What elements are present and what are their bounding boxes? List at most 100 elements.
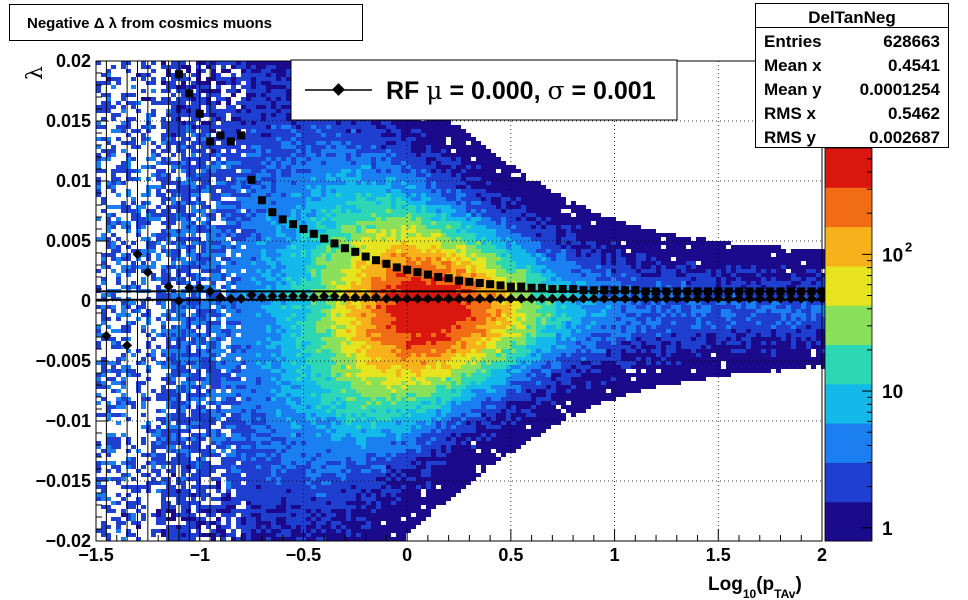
heatmap-cell [336, 301, 341, 305]
heatmap-cell [231, 477, 236, 481]
heatmap-cell [286, 157, 291, 161]
heatmap-cell [331, 145, 336, 149]
heatmap-cell [286, 161, 291, 165]
heatmap-cell [196, 493, 201, 497]
heatmap-cell [351, 197, 356, 201]
heatmap-cell [316, 121, 321, 125]
heatmap-cell [336, 457, 341, 461]
heatmap-cell [221, 233, 226, 237]
heatmap-cell [206, 369, 211, 373]
heatmap-cell [266, 117, 271, 121]
heatmap-cell [116, 401, 121, 405]
heatmap-cell [191, 381, 196, 385]
heatmap-cell [261, 349, 266, 353]
heatmap-cell [196, 357, 201, 361]
heatmap-cell [261, 229, 266, 233]
heatmap-cell [356, 153, 361, 157]
heatmap-cell [206, 65, 211, 69]
heatmap-cell [346, 225, 351, 229]
heatmap-cell [306, 417, 311, 421]
heatmap-cell [116, 137, 121, 141]
heatmap-cell [116, 405, 121, 409]
heatmap-cell [336, 497, 341, 501]
heatmap-cell [351, 353, 356, 357]
heatmap-cell [236, 157, 241, 161]
heatmap-cell [261, 389, 266, 393]
heatmap-cell [326, 421, 331, 425]
heatmap-cell [276, 97, 281, 101]
heatmap-cell [161, 209, 166, 213]
heatmap-cell [321, 377, 326, 381]
heatmap-cell [206, 101, 211, 105]
heatmap-cell [251, 329, 256, 333]
heatmap-cell [351, 397, 356, 401]
heatmap-cell [211, 401, 216, 405]
heatmap-cell [281, 105, 286, 109]
heatmap-cell [296, 349, 301, 353]
heatmap-cell [336, 461, 341, 465]
heatmap-cell [296, 517, 301, 521]
heatmap-cell [186, 301, 191, 305]
heatmap-cell [331, 345, 336, 349]
heatmap-cell [301, 181, 306, 185]
heatmap-cell [181, 217, 186, 221]
heatmap-cell [266, 337, 271, 341]
heatmap-cell [126, 513, 131, 517]
heatmap-cell [341, 137, 346, 141]
heatmap-cell [291, 501, 296, 505]
heatmap-cell [356, 233, 361, 237]
heatmap-cell [226, 217, 231, 221]
heatmap-cell [281, 537, 286, 541]
heatmap-cell [321, 325, 326, 329]
heatmap-cell [201, 141, 206, 145]
heatmap-cell [141, 89, 146, 93]
heatmap-cell [101, 281, 106, 285]
heatmap-cell [191, 301, 196, 305]
heatmap-cell [206, 221, 211, 225]
heatmap-cell [336, 525, 341, 529]
heatmap-cell [306, 249, 311, 253]
heatmap-cell [306, 401, 311, 405]
heatmap-cell [306, 473, 311, 477]
heatmap-cell [326, 149, 331, 153]
heatmap-cell [271, 341, 276, 345]
heatmap-cell [186, 121, 191, 125]
heatmap-cell [136, 177, 141, 181]
heatmap-cell [316, 133, 321, 137]
heatmap-cell [236, 457, 241, 461]
heatmap-cell [281, 301, 286, 305]
heatmap-cell [336, 273, 341, 277]
heatmap-cell [131, 261, 136, 265]
heatmap-cell [151, 113, 156, 117]
heatmap-cell [216, 317, 221, 321]
heatmap-cell [256, 333, 261, 337]
heatmap-cell [321, 269, 326, 273]
heatmap-cell [96, 109, 101, 113]
heatmap-cell [191, 421, 196, 425]
heatmap-cell [251, 501, 256, 505]
heatmap-cell [276, 145, 281, 149]
heatmap-cell [226, 521, 231, 525]
heatmap-cell [251, 489, 256, 493]
heatmap-cell [196, 313, 201, 317]
heatmap-cell [356, 169, 361, 173]
heatmap-cell [331, 369, 336, 373]
heatmap-cell [221, 533, 226, 537]
heatmap-cell [321, 341, 326, 345]
heatmap-cell [336, 381, 341, 385]
heatmap-cell [111, 345, 116, 349]
heatmap-cell [161, 221, 166, 225]
heatmap-cell [336, 249, 341, 253]
heatmap-cell [251, 477, 256, 481]
heatmap-cell [346, 477, 351, 481]
heatmap-cell [261, 121, 266, 125]
heatmap-cell [336, 173, 341, 177]
heatmap-cell [311, 313, 316, 317]
heatmap-cell [316, 253, 321, 257]
heatmap-cell [111, 341, 116, 345]
heatmap-cell [151, 149, 156, 153]
heatmap-cell [261, 189, 266, 193]
heatmap-cell [326, 165, 331, 169]
heatmap-cell [236, 509, 241, 513]
heatmap-cell [326, 529, 331, 533]
